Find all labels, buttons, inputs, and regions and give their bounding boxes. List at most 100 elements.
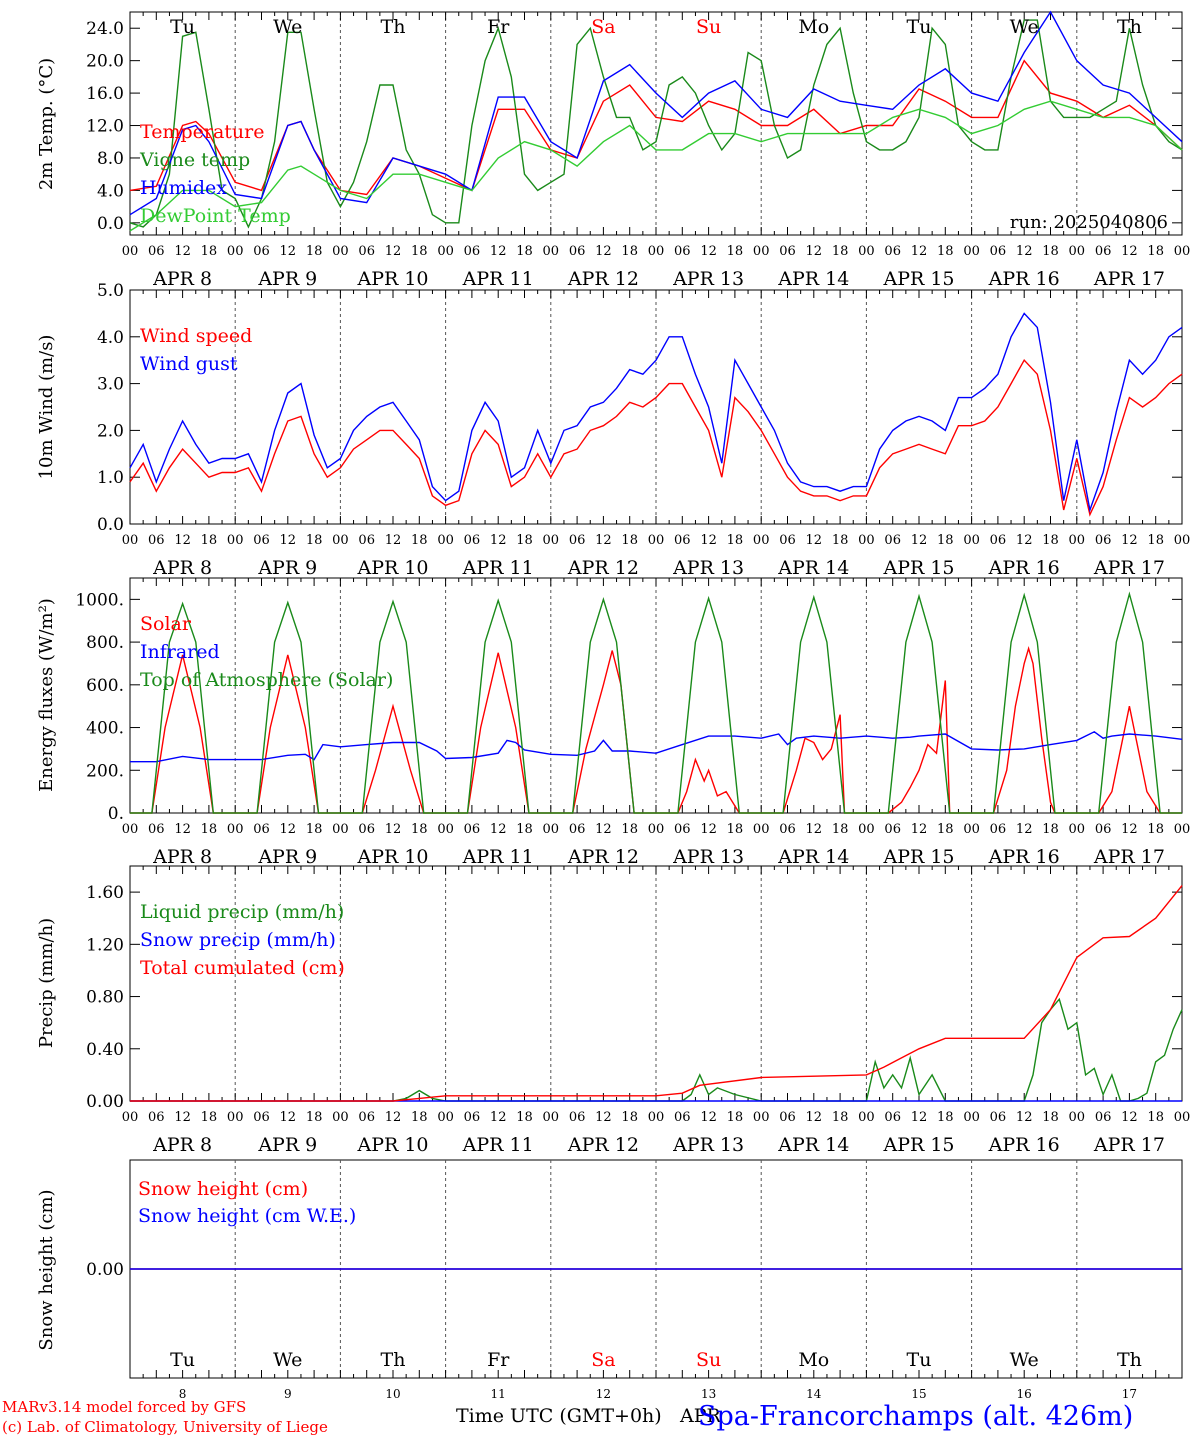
hour-tick-label: 12 xyxy=(911,822,928,837)
hour-tick-label: 00 xyxy=(858,822,875,837)
hour-tick-label: 00 xyxy=(1174,1110,1191,1125)
y-tick-label: 0. xyxy=(108,804,124,824)
hour-tick-label: 00 xyxy=(963,1110,980,1125)
hour-tick-label: 06 xyxy=(1095,533,1112,548)
hour-tick-label: 00 xyxy=(858,533,875,548)
y-tick-label: 0.00 xyxy=(86,1260,124,1280)
run-label: run: 2025040806 xyxy=(1010,212,1168,233)
date-label-bottom: 14 xyxy=(806,1387,822,1401)
hour-tick-label: 18 xyxy=(832,533,849,548)
date-label-bottom: 13 xyxy=(701,1387,716,1401)
date-label: APR 15 xyxy=(882,557,954,579)
weekday-label: We xyxy=(1010,16,1039,38)
hour-tick-label: 06 xyxy=(990,822,1007,837)
hour-tick-label: 12 xyxy=(385,1110,402,1125)
weekday-label: Tu xyxy=(170,16,195,38)
hour-tick-label: 18 xyxy=(937,822,954,837)
hour-tick-label: 18 xyxy=(201,1110,218,1125)
credit-line-2: (c) Lab. of Climatology, University of L… xyxy=(2,1418,328,1436)
hour-tick-label: 12 xyxy=(700,533,717,548)
legend-entry: Snow height (cm) xyxy=(138,1178,308,1200)
date-label-bottom: 15 xyxy=(911,1387,926,1401)
date-label: APR 9 xyxy=(257,846,317,868)
hour-tick-label: 18 xyxy=(201,822,218,837)
y-tick-label: 3.0 xyxy=(97,375,124,395)
hour-tick-label: 12 xyxy=(1121,822,1138,837)
y-tick-label: 400. xyxy=(86,719,124,739)
hour-tick-label: 18 xyxy=(306,822,323,837)
hour-tick-label: 18 xyxy=(621,822,638,837)
hour-tick-label: 12 xyxy=(174,244,191,259)
hour-tick-label: 06 xyxy=(990,244,1007,259)
hour-tick-label: 12 xyxy=(385,533,402,548)
date-label: APR 14 xyxy=(777,1134,849,1156)
hour-tick-label: 18 xyxy=(832,1110,849,1125)
legend-entry: DewPoint Temp xyxy=(140,205,291,227)
y-tick-label: 0.0 xyxy=(97,515,124,535)
date-label: APR 9 xyxy=(257,1134,317,1156)
hour-tick-label: 12 xyxy=(490,244,507,259)
date-label-bottom: 9 xyxy=(284,1387,292,1401)
date-label: APR 11 xyxy=(462,268,534,290)
hour-tick-label: 00 xyxy=(437,244,454,259)
hour-tick-label: 12 xyxy=(700,822,717,837)
weekday-label-bottom: Sa xyxy=(591,1349,615,1371)
hour-tick-label: 18 xyxy=(1042,1110,1059,1125)
date-label: APR 12 xyxy=(567,557,639,579)
hour-tick-label: 00 xyxy=(963,533,980,548)
date-label-bottom: 11 xyxy=(491,1387,506,1401)
weekday-label-bottom: Tu xyxy=(170,1349,195,1371)
series-line-total-cumulated-cm- xyxy=(130,885,1183,1102)
series-line-humidex xyxy=(129,10,1183,216)
hour-tick-label: 00 xyxy=(648,822,665,837)
weekday-label-bottom: We xyxy=(273,1349,302,1371)
hour-tick-label: 12 xyxy=(1121,1110,1138,1125)
hour-tick-label: 18 xyxy=(1042,533,1059,548)
hour-tick-label: 12 xyxy=(911,244,928,259)
y-tick-label: 0.80 xyxy=(86,988,124,1008)
hour-tick-label: 00 xyxy=(227,244,244,259)
hour-tick-label: 06 xyxy=(779,1110,796,1125)
y-tick-label: 4.0 xyxy=(97,181,124,201)
hour-tick-label: 00 xyxy=(332,822,349,837)
hour-tick-label: 06 xyxy=(569,533,586,548)
hour-tick-label: 18 xyxy=(1147,244,1164,259)
series-line-wind-gust xyxy=(129,312,1183,513)
hour-tick-label: 06 xyxy=(253,822,270,837)
hour-tick-label: 00 xyxy=(648,244,665,259)
hour-tick-label: 12 xyxy=(1016,533,1033,548)
y-tick-label: 1.20 xyxy=(86,935,124,955)
legend-entry: Top of Atmosphere (Solar) xyxy=(140,669,393,691)
time-axis-label: Time UTC (GMT+0h) xyxy=(456,1405,662,1427)
y-tick-label: 1.60 xyxy=(86,883,124,903)
legend-entry: Wind gust xyxy=(140,353,238,375)
series-line-liquid-precip-mm-h- xyxy=(130,997,1183,1102)
hour-tick-label: 00 xyxy=(122,244,139,259)
hour-tick-label: 18 xyxy=(832,822,849,837)
hour-tick-label: 06 xyxy=(569,244,586,259)
hour-tick-label: 06 xyxy=(253,244,270,259)
hour-tick-label: 06 xyxy=(253,1110,270,1125)
y-axis-label: Precip (mm/h) xyxy=(36,918,57,1048)
hour-tick-label: 18 xyxy=(727,1110,744,1125)
series-line-vigne-temp xyxy=(129,19,1183,229)
legend-entry: Snow height (cm W.E.) xyxy=(138,1205,356,1227)
hour-tick-label: 00 xyxy=(332,1110,349,1125)
hour-tick-label: 12 xyxy=(1016,822,1033,837)
date-label-bottom: 12 xyxy=(596,1387,611,1401)
y-tick-label: 4.0 xyxy=(97,328,124,348)
date-label: APR 12 xyxy=(567,268,639,290)
hour-tick-label: 18 xyxy=(621,1110,638,1125)
date-label: APR 15 xyxy=(882,1134,954,1156)
hour-tick-label: 18 xyxy=(621,244,638,259)
hour-tick-label: 12 xyxy=(911,533,928,548)
hour-tick-label: 18 xyxy=(727,244,744,259)
weekday-label-bottom: Tu xyxy=(907,1349,932,1371)
legend-entry: Liquid precip (mm/h) xyxy=(140,901,344,923)
hour-tick-label: 12 xyxy=(700,244,717,259)
date-label: APR 14 xyxy=(777,557,849,579)
hour-tick-label: 12 xyxy=(806,822,823,837)
hour-tick-label: 06 xyxy=(358,822,375,837)
hour-tick-label: 12 xyxy=(490,533,507,548)
hour-tick-label: 12 xyxy=(490,822,507,837)
